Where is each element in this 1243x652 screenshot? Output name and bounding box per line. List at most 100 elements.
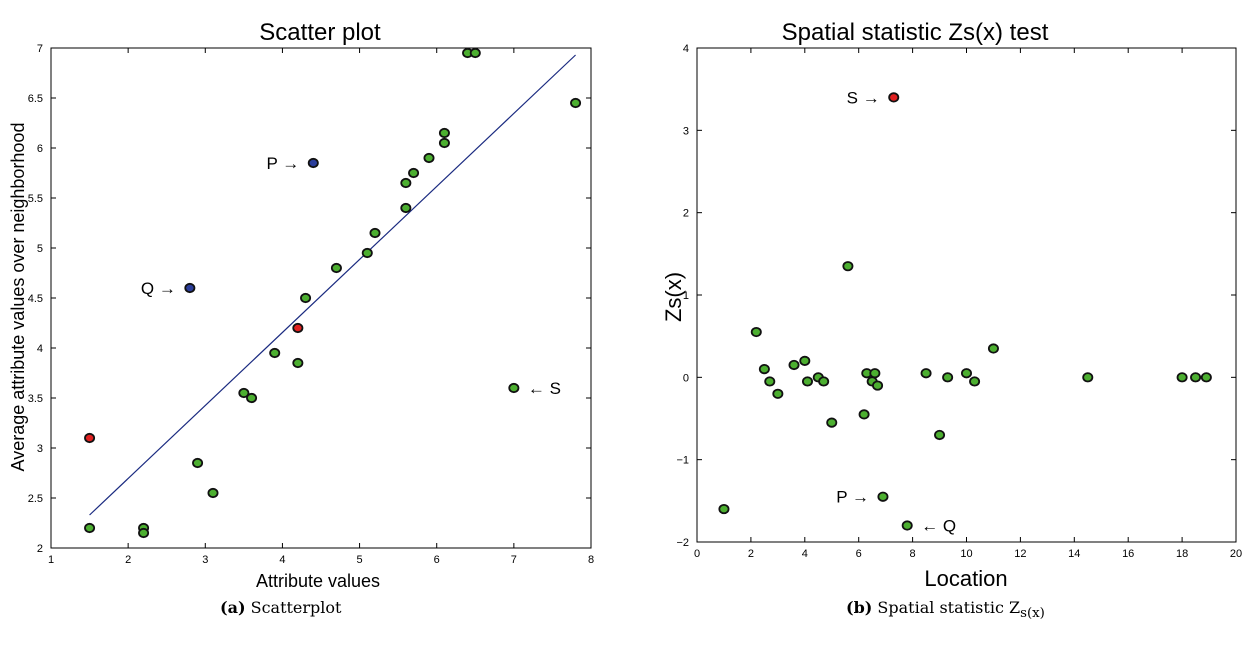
point-annotation: ← S — [528, 379, 561, 398]
data-point — [872, 380, 884, 391]
data-point — [942, 372, 954, 383]
y-axis-label: Average attribute values over neighborho… — [8, 123, 28, 472]
y-tick-label: 3 — [37, 443, 43, 455]
data-point — [369, 227, 381, 239]
data-point — [423, 152, 435, 164]
y-tick-label: 4 — [37, 343, 43, 355]
y-tick-label: 3.5 — [28, 393, 43, 405]
data-point — [400, 202, 412, 214]
y-tick-label: 2 — [683, 208, 689, 220]
data-point — [934, 429, 946, 441]
data-point — [408, 167, 420, 179]
x-tick-label: 12 — [1014, 548, 1026, 560]
x-tick-label: 7 — [511, 554, 517, 566]
data-point — [764, 376, 776, 387]
data-point — [138, 527, 150, 539]
data-point — [801, 376, 813, 387]
data-point — [869, 368, 881, 379]
x-tick-label: 3 — [202, 554, 208, 566]
data-point — [269, 347, 281, 359]
data-point — [361, 247, 373, 259]
data-point — [888, 92, 900, 103]
y-tick-label: 6.5 — [28, 93, 43, 105]
x-tick-label: 5 — [357, 554, 363, 566]
x-tick-label: 8 — [588, 554, 594, 566]
regression-line — [89, 54, 576, 516]
plot-frame — [696, 47, 1237, 543]
x-tick-label: 8 — [910, 548, 916, 560]
data-point — [400, 177, 412, 189]
y-axis-label: Zs(x) — [661, 272, 686, 322]
y-tick-label: 5 — [37, 243, 43, 255]
scatter-plot-panel: Scatter plot Attribute values Average at… — [8, 19, 594, 591]
data-point — [826, 417, 838, 428]
data-point — [842, 261, 854, 272]
caption-a-text: Scatterplot — [250, 598, 342, 617]
y-tick-label: 2 — [37, 543, 43, 555]
point-annotation: ← Q — [921, 517, 956, 536]
data-point — [192, 457, 204, 469]
y-tick-label: 0 — [683, 372, 689, 384]
data-point — [300, 292, 312, 304]
data-point — [987, 343, 999, 354]
data-point — [1190, 372, 1202, 383]
y-tick-label: 2.5 — [28, 493, 43, 505]
point-annotation: Q → — [141, 279, 176, 298]
data-point — [184, 282, 196, 294]
x-axis-label: Attribute values — [256, 571, 380, 591]
data-point — [207, 487, 219, 499]
y-tick-label: 1 — [683, 290, 689, 302]
data-point — [292, 322, 304, 334]
data-point — [750, 326, 762, 338]
x-tick-label: 1 — [48, 554, 54, 566]
data-point — [292, 357, 304, 369]
x-tick-label: 4 — [802, 548, 808, 560]
chart-title: Scatter plot — [259, 19, 381, 46]
x-tick-label: 14 — [1068, 548, 1080, 560]
data-point — [438, 127, 450, 139]
data-point — [901, 520, 913, 531]
plot-frame — [50, 47, 592, 549]
point-annotation: S → — [847, 88, 880, 107]
data-point — [570, 97, 582, 109]
x-axis-label: Location — [924, 566, 1007, 591]
chart-title: Spatial statistic Zs(x) test — [782, 19, 1049, 46]
x-tick-label: 18 — [1176, 548, 1188, 560]
data-point — [238, 387, 250, 399]
data-point — [246, 392, 258, 404]
data-point — [84, 522, 96, 534]
x-tick-label: 6 — [856, 548, 862, 560]
y-tick-label: 3 — [683, 125, 689, 137]
data-point — [858, 409, 870, 420]
x-tick-label: 2 — [748, 548, 754, 560]
x-tick-label: 10 — [960, 548, 972, 560]
spatial-statistic-panel: Spatial statistic Zs(x) test Location Zs… — [661, 19, 1242, 591]
y-tick-label: 4 — [683, 43, 689, 55]
x-tick-label: 6 — [434, 554, 440, 566]
data-point — [788, 359, 800, 371]
point-annotation: P → — [267, 154, 300, 173]
x-tick-label: 20 — [1230, 548, 1242, 560]
x-tick-label: 16 — [1122, 548, 1134, 560]
data-point — [969, 376, 981, 387]
caption-b-text: Spatial statistic Z — [877, 598, 1021, 617]
data-point — [438, 137, 450, 149]
y-tick-label: −2 — [676, 537, 689, 549]
y-tick-label: 7 — [37, 43, 43, 55]
data-point — [84, 432, 96, 444]
data-point — [469, 47, 481, 59]
data-point — [877, 491, 889, 502]
data-point — [330, 262, 342, 274]
data-point — [307, 157, 319, 169]
x-tick-label: 4 — [279, 554, 285, 566]
caption-b-subscript: s(x) — [1020, 606, 1045, 622]
data-point — [1200, 372, 1212, 383]
point-annotation: P → — [836, 488, 869, 507]
data-point — [758, 363, 770, 375]
data-point — [1176, 372, 1188, 383]
caption-a-label: (a) — [220, 598, 246, 617]
data-point — [799, 355, 811, 366]
caption-b-label: (b) — [846, 598, 873, 617]
caption-a: (a) Scatterplot — [220, 598, 341, 617]
